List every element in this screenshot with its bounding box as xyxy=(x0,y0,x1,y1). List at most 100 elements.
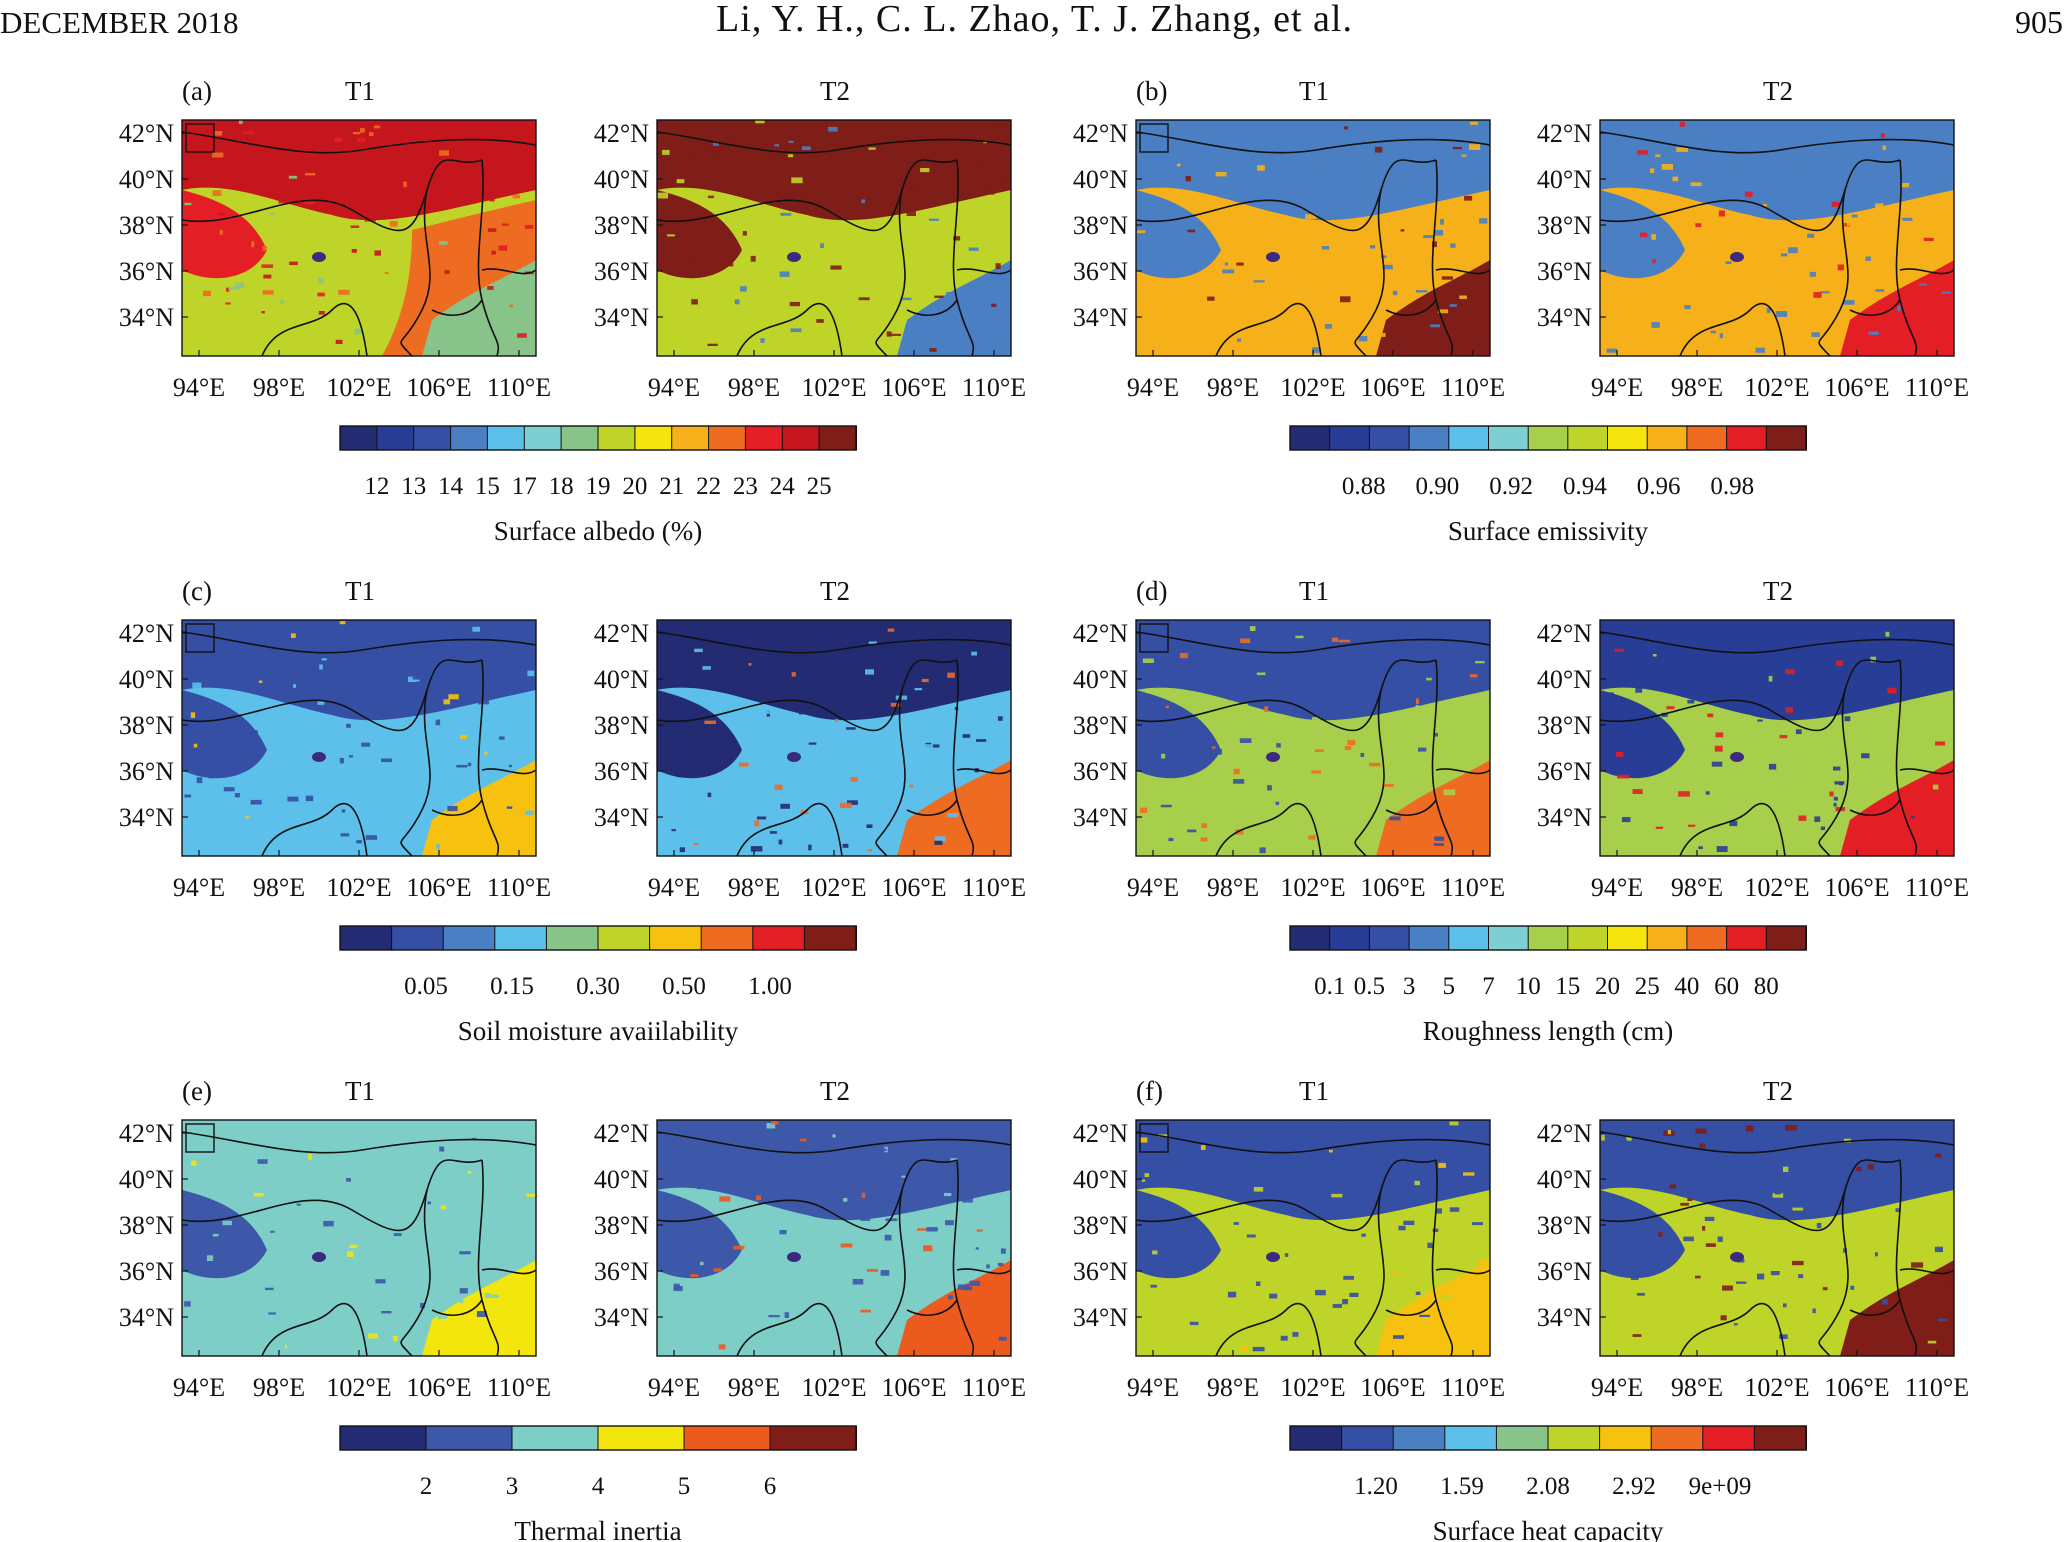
panel-d-t2-speckle xyxy=(1865,628,1875,633)
panel-c-t1-speckle xyxy=(339,757,344,764)
panel-c-t2-speckle xyxy=(673,794,677,799)
panel-c-t1-speckle xyxy=(192,682,202,689)
panel-d-t1-speckle xyxy=(1415,698,1419,705)
panel-d-t2-speckle xyxy=(1661,661,1670,665)
lat-label: 42°N xyxy=(594,1119,649,1148)
panel-d-t1-map xyxy=(1135,619,1491,857)
panel-b-t2-map xyxy=(1599,119,1955,357)
panel-e-t2-speckle xyxy=(923,1246,933,1252)
panel-d-t2-speckle xyxy=(1614,648,1624,652)
panel-a-t2-speckle xyxy=(707,343,718,346)
panel-b-t1-speckle xyxy=(1324,324,1332,329)
panel-c-t1-boundary-line xyxy=(400,689,431,857)
panel-d-t1-speckle xyxy=(1259,847,1266,854)
colorbar-tick-label: 15 xyxy=(1555,973,1580,1000)
panel-d-t2-boundary-line xyxy=(1599,659,1901,732)
panel-d-t2-speckle xyxy=(1666,706,1675,710)
lat-label: 38°N xyxy=(1537,711,1592,740)
panel-d-t2-speckle xyxy=(1811,637,1824,641)
lon-label: 98°E xyxy=(728,873,780,902)
colorbar-title: Surface emissivity xyxy=(1448,516,1649,546)
panel-d-t1-speckle xyxy=(1168,837,1174,842)
panel-d-t2-speckle xyxy=(1674,765,1687,769)
panel-e-t1-speckle xyxy=(380,1311,392,1314)
panel-a-t1-speckle xyxy=(350,225,360,228)
lon-label: 102°E xyxy=(326,1373,391,1402)
lon-label: 106°E xyxy=(1360,373,1425,402)
panel-d-t1-speckle xyxy=(1308,835,1316,840)
panel-e-t2-boundary-line xyxy=(875,1189,906,1357)
panel-e-t2-speckle xyxy=(884,1234,892,1241)
panel-f-t1-speckle xyxy=(1189,1321,1199,1326)
panel-c-t1-speckle xyxy=(478,686,490,691)
panel-b-t1-speckle xyxy=(1393,290,1398,296)
panel-e-t1-speckle xyxy=(427,1201,431,1205)
lon-label: 94°E xyxy=(1127,873,1179,902)
panel-c-t2-speckle xyxy=(780,803,790,809)
panel-d-t1-speckle xyxy=(1418,747,1427,752)
panel-c-t2-speckle xyxy=(930,744,940,748)
panel-d-t1-speckle xyxy=(1389,816,1401,821)
panel-b-t2-speckle xyxy=(1829,145,1841,147)
panel-e-t1-speckle xyxy=(459,1298,464,1303)
panel-e-t1-speckle xyxy=(346,1178,351,1182)
panel-d-t2-boundary-line xyxy=(1818,689,1849,857)
colorbar-swatch xyxy=(597,925,651,951)
panel-f-t2-speckle xyxy=(1851,1223,1861,1229)
panel-b-t1-speckle xyxy=(1364,137,1373,143)
panel-f-t1-speckle xyxy=(1388,1245,1392,1251)
panel-d-t2-speckle xyxy=(1847,665,1857,669)
panel-c-t1-speckle xyxy=(525,810,534,816)
colorbar-tick-label: 0.88 xyxy=(1342,473,1386,500)
panel-f-t2-speckle xyxy=(1934,1153,1942,1158)
lat-label: 38°N xyxy=(1073,1211,1128,1240)
panel-b-t2-speckle xyxy=(1610,171,1614,176)
lon-label: 94°E xyxy=(1591,873,1643,902)
panel-e-t1-map xyxy=(181,1119,538,1357)
panel-f-t2-speckle xyxy=(1704,1216,1715,1221)
panel-f-t2-speckle xyxy=(1792,1260,1804,1266)
panel-e-t2-speckle xyxy=(861,1192,866,1198)
lat-label: 42°N xyxy=(119,1119,174,1148)
panel-a-t1-speckle xyxy=(444,270,450,274)
colorbar-tick-label: 3 xyxy=(1403,973,1416,1000)
panel-d-t2-speckle xyxy=(1855,684,1867,689)
colorbar-tick-label: 23 xyxy=(733,473,758,500)
panel-f-t1-speckle xyxy=(1153,1317,1162,1320)
panel-d-t2-speckle xyxy=(1844,716,1851,722)
lat-label: 38°N xyxy=(119,1211,174,1240)
panel-f-t1-map xyxy=(1135,1119,1491,1357)
panel-f-t1-speckle xyxy=(1436,1208,1442,1214)
panel-c-t1-speckle xyxy=(443,786,453,790)
panel-c-t1-speckle xyxy=(245,816,250,819)
panel-b-t1-speckle xyxy=(1430,324,1441,328)
panel-c-t2-speckle xyxy=(962,734,971,738)
panel-d-t1-speckle xyxy=(1443,659,1448,666)
panel-a-t2-speckle xyxy=(755,120,765,124)
lon-label: 98°E xyxy=(1671,873,1723,902)
domain-inset-box xyxy=(185,623,215,653)
panel-e-t2-boundary-line xyxy=(952,1159,975,1357)
panel-c-t1-speckle xyxy=(291,633,296,638)
panel-f-t1-speckle xyxy=(1139,1137,1148,1143)
panel-c-t2-north-region xyxy=(657,620,1011,721)
panel-e-t1-speckle xyxy=(371,1315,377,1321)
panel-c-t1-speckle xyxy=(509,673,514,679)
panel-f-t1-speckle xyxy=(1393,1335,1405,1339)
panel-a-t1-speckle xyxy=(488,215,498,221)
panel-f-t1-speckle xyxy=(1150,1284,1157,1288)
panel-d-t1-speckle xyxy=(1267,785,1272,791)
panel-f-t2-speckle xyxy=(1626,1136,1632,1141)
lon-label: 102°E xyxy=(801,373,866,402)
panel-d-t1-speckle xyxy=(1311,770,1322,774)
panel-c-t2-speckle xyxy=(750,846,763,852)
panel-b-t2-boundary-line xyxy=(1599,131,1955,154)
panel-f-t2-speckle xyxy=(1702,1226,1706,1231)
lon-label: 98°E xyxy=(1671,373,1723,402)
panel-d-t2-speckle xyxy=(1795,729,1802,735)
panel-a-t1-speckle xyxy=(278,199,289,204)
panel-d-t1-speckle xyxy=(1433,843,1444,846)
panel-e-t2-speckle xyxy=(690,1274,699,1278)
panel-b-t2-speckle xyxy=(1755,211,1768,217)
panel-b-t2-boundary-line xyxy=(1679,302,1786,357)
